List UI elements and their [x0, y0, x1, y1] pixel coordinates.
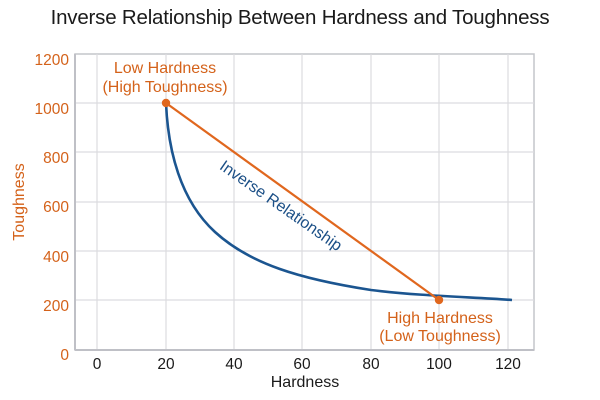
chart-title: Inverse Relationship Between Hardness an…: [50, 6, 550, 29]
low-hardness-label: Low Hardness: [114, 60, 216, 77]
high-hardness-point: [434, 295, 444, 305]
x-tick-labels: 0 20 40 60 80 100 120: [93, 356, 522, 373]
x-axis-label: Hardness: [271, 374, 339, 391]
high-hardness-label: High Hardness: [387, 310, 493, 327]
x-tick: 0: [93, 356, 102, 373]
y-tick: 1200: [35, 52, 70, 69]
y-tick: 0: [60, 347, 69, 364]
low-hardness-point: [161, 98, 171, 108]
y-tick-labels: 0 200 400 600 800 1000 1200: [35, 52, 70, 364]
y-tick: 200: [43, 298, 69, 315]
x-tick: 40: [225, 356, 243, 373]
x-tick: 80: [362, 356, 380, 373]
x-tick: 60: [293, 356, 311, 373]
y-tick: 400: [43, 249, 69, 266]
high-hardness-sublabel: (Low Toughness): [379, 328, 501, 345]
trend-line: [165, 102, 440, 301]
y-tick: 600: [43, 199, 69, 216]
y-tick: 800: [43, 150, 69, 167]
inverse-curve: [164, 102, 513, 302]
y-tick: 1000: [35, 101, 70, 118]
low-hardness-sublabel: (High Toughness): [102, 79, 227, 96]
x-tick: 20: [157, 356, 175, 373]
y-axis-label: Toughness: [11, 163, 28, 240]
x-tick: 120: [495, 356, 521, 373]
x-tick: 100: [426, 356, 452, 373]
